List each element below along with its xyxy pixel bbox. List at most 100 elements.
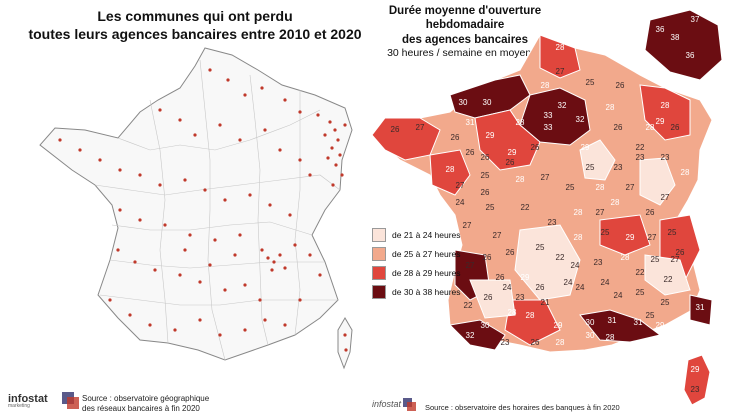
legend-item: de 30 à 38 heures: [372, 282, 461, 301]
dept-region-med-dark: [579, 309, 662, 343]
legend-swatch: [372, 265, 386, 280]
dept-value-label: 25: [661, 298, 670, 307]
dept-value-label: 27: [556, 67, 565, 76]
dept-value-label: 30: [459, 98, 468, 107]
dept-value-label: 22: [636, 143, 645, 152]
dept-value-label: 29: [521, 273, 530, 282]
dept-value-label: 26: [614, 123, 623, 132]
dept-value-label: 26: [466, 148, 475, 157]
dept-value-label: 26: [531, 338, 540, 347]
dept-value-label: 28: [574, 208, 583, 217]
dept-value-label: 25: [486, 203, 495, 212]
dept-value-label: 27: [493, 231, 502, 240]
left-commune-dots: [58, 68, 348, 352]
dept-region-normandie-dark: [449, 74, 531, 119]
dept-value-label: 33: [544, 111, 553, 120]
dept-value-label: 28: [574, 233, 583, 242]
dept-value-label: 25: [646, 311, 655, 320]
dept-value-label: 26: [451, 133, 460, 142]
dept-value-label: 21: [541, 298, 550, 307]
dept-value-label: 25: [566, 183, 575, 192]
dept-region-sud-red: [504, 299, 561, 346]
dept-value-label: 26: [676, 248, 685, 257]
dept-value-label: 24: [614, 291, 623, 300]
dept-value-label: 27: [416, 123, 425, 132]
dept-value-label: 27: [596, 208, 605, 217]
dept-value-label: 26: [481, 153, 490, 162]
dept-value-label: 25: [601, 228, 610, 237]
dept-region-centre-red: [474, 109, 541, 171]
right-title-line2: hebdomadaire: [425, 19, 505, 32]
dept-value-label: 26: [391, 125, 400, 134]
dept-value-label: 23: [614, 163, 623, 172]
dept-value-label: 28: [606, 333, 615, 342]
dept-value-label: 29: [554, 321, 563, 330]
dept-value-label: 24: [576, 283, 585, 292]
dept-value-label: 37: [691, 15, 700, 24]
dept-value-label: 30: [586, 331, 595, 340]
dept-value-label: 29: [656, 117, 665, 126]
dept-value-label: 27: [671, 255, 680, 264]
dept-value-label: 22: [521, 203, 530, 212]
dept-value-label: 22: [636, 268, 645, 277]
legend-swatch: [372, 227, 386, 242]
dept-value-label: 26: [531, 143, 540, 152]
dept-value-label: 28: [611, 198, 620, 207]
dept-value-label: 29: [581, 143, 590, 152]
dept-value-label: 28: [516, 175, 525, 184]
dept-value-label: 27: [541, 173, 550, 182]
dept-value-label: 33: [544, 123, 553, 132]
dept-region-centre-east-red: [599, 214, 651, 256]
dept-value-label: 26: [646, 208, 655, 217]
dept-value-label: 26: [483, 253, 492, 262]
right-map-legend: de 21 à 24 heures de 25 à 27 heures de 2…: [372, 225, 461, 301]
dept-value-label: 25: [651, 255, 660, 264]
right-map-title: Durée moyenne d'ouverture hebdomadaire d…: [365, 4, 565, 60]
dept-value-label: 26: [481, 188, 490, 197]
dept-value-label: 36: [686, 51, 695, 60]
right-title-line1: Durée moyenne d'ouverture: [388, 5, 542, 17]
dept-region-bretagne: [371, 117, 441, 161]
legend-label: de 28 à 29 heures: [392, 267, 461, 278]
dept-value-label: 28: [446, 165, 455, 174]
dept-value-label: 26: [506, 248, 515, 257]
dept-value-label: 29: [656, 321, 665, 330]
right-subtitle: 30 heures / semaine en moyenne: [387, 47, 543, 60]
legend-item: de 21 à 24 heures: [372, 225, 461, 244]
dept-region-ouest-red: [429, 149, 471, 196]
dept-value-label: 31: [634, 318, 643, 327]
dept-value-label: 28: [526, 311, 535, 320]
dept-value-label: 28: [556, 43, 565, 52]
dept-value-label: 29: [626, 233, 635, 242]
dept-value-label: 23: [501, 338, 510, 347]
legend-label: de 21 à 24 heures: [392, 229, 461, 240]
dept-value-label: 31: [608, 316, 617, 325]
dept-value-label: 24: [564, 278, 573, 287]
legend-swatch: [372, 246, 386, 261]
dept-value-label: 32: [466, 331, 475, 340]
dept-value-label: 27: [661, 193, 670, 202]
right-logo-mark: [403, 398, 416, 411]
dept-region-east-light: [644, 254, 691, 296]
dept-region-loire-light: [579, 139, 616, 181]
dept-value-label: 29: [486, 131, 495, 140]
dept-region-nord: [539, 34, 581, 79]
left-source-note: Source : observatoire géographique des r…: [82, 394, 282, 415]
left-brand-sub: marketing: [8, 403, 30, 409]
dept-value-label: 32: [576, 115, 585, 124]
dept-region-paca-dark: [689, 294, 713, 326]
left-map-title: Les communes qui ont perdu toutes leurs …: [20, 8, 370, 43]
dept-value-label: 32: [558, 101, 567, 110]
dept-value-label: 24: [456, 198, 465, 207]
dept-value-label: 28: [681, 168, 690, 177]
dept-value-label: 28: [646, 123, 655, 132]
dept-region-alpes-light: [639, 157, 676, 206]
dept-value-label: 28: [556, 338, 565, 347]
dept-value-label: 29: [691, 365, 700, 374]
dept-value-label: 26: [484, 293, 493, 302]
dept-value-label: 30: [481, 321, 490, 330]
dept-value-label: 26: [536, 283, 545, 292]
dept-value-label: 28: [596, 183, 605, 192]
